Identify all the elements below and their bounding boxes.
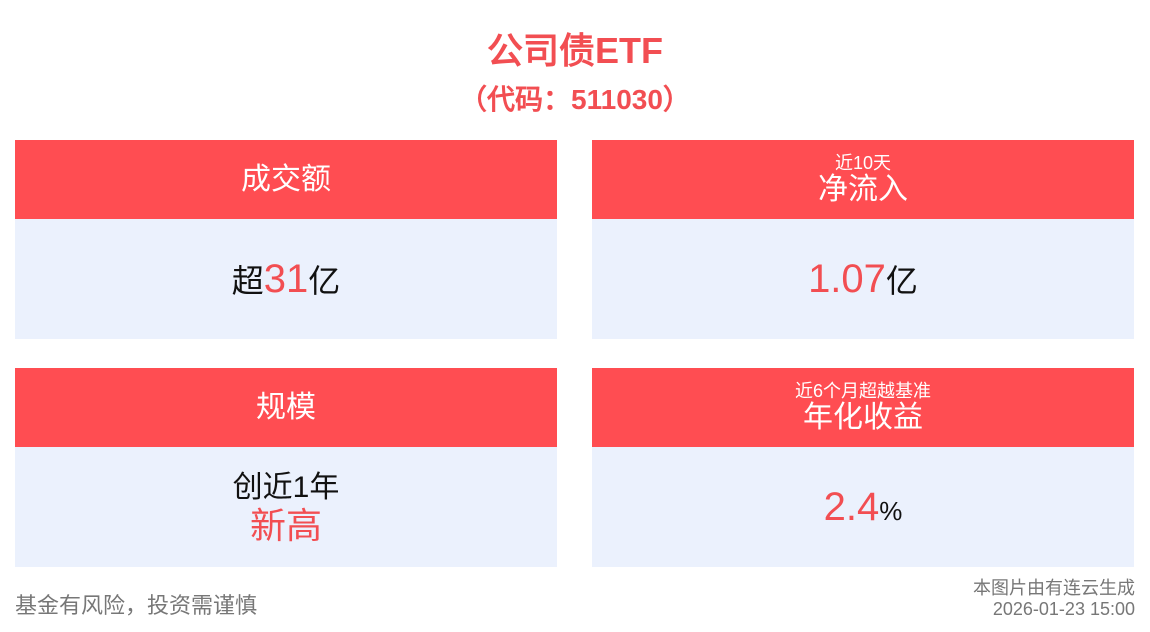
card-header: 近6个月超越基准 年化收益 [592,368,1134,447]
value-text: 创近1年 [232,471,340,504]
card-header: 成交额 [15,140,557,219]
card-body: 超31亿 [15,219,557,339]
footer-info: 本图片由有连云生成 2026-01-23 15:00 [973,578,1135,620]
card: 规模 创近1年 新高 [15,368,557,567]
card-body: 2.4% [592,447,1134,567]
value-prefix: 超 [231,263,264,299]
card-body: 1.07亿 [592,219,1134,339]
card-body: 创近1年 新高 [15,447,557,567]
card-label: 成交额 [241,162,331,196]
value-number: 1.07 [808,257,886,301]
value-number: 31 [263,257,309,301]
source: 本图片由有连云生成 [973,578,1135,598]
value-suffix: 亿 [885,263,918,299]
card-header: 近10天 净流入 [592,140,1134,219]
value-number: 2.4 [823,484,880,529]
card-header: 规模 [15,368,557,447]
subtitle: （代码：511030） [459,84,691,115]
value-suffix: 亿 [308,263,341,299]
card-label: 净流入 [818,172,908,206]
timestamp: 2026-01-23 15:00 [992,599,1135,619]
value-highlight: 新高 [249,505,322,546]
disclaimer: 基金有风险，投资需谨慎 [15,593,258,618]
card: 近10天 净流入 1.07亿 [592,140,1134,339]
card-label: 年化收益 [803,400,923,434]
card-caption: 近6个月超越基准 [794,380,931,401]
card-label: 规模 [256,390,316,424]
title: 公司债ETF [487,30,663,71]
card: 成交额 超31亿 [15,140,557,339]
card: 近6个月超越基准 年化收益 2.4% [592,368,1134,567]
card-caption: 近10天 [834,152,892,173]
value-suffix: % [879,495,903,526]
